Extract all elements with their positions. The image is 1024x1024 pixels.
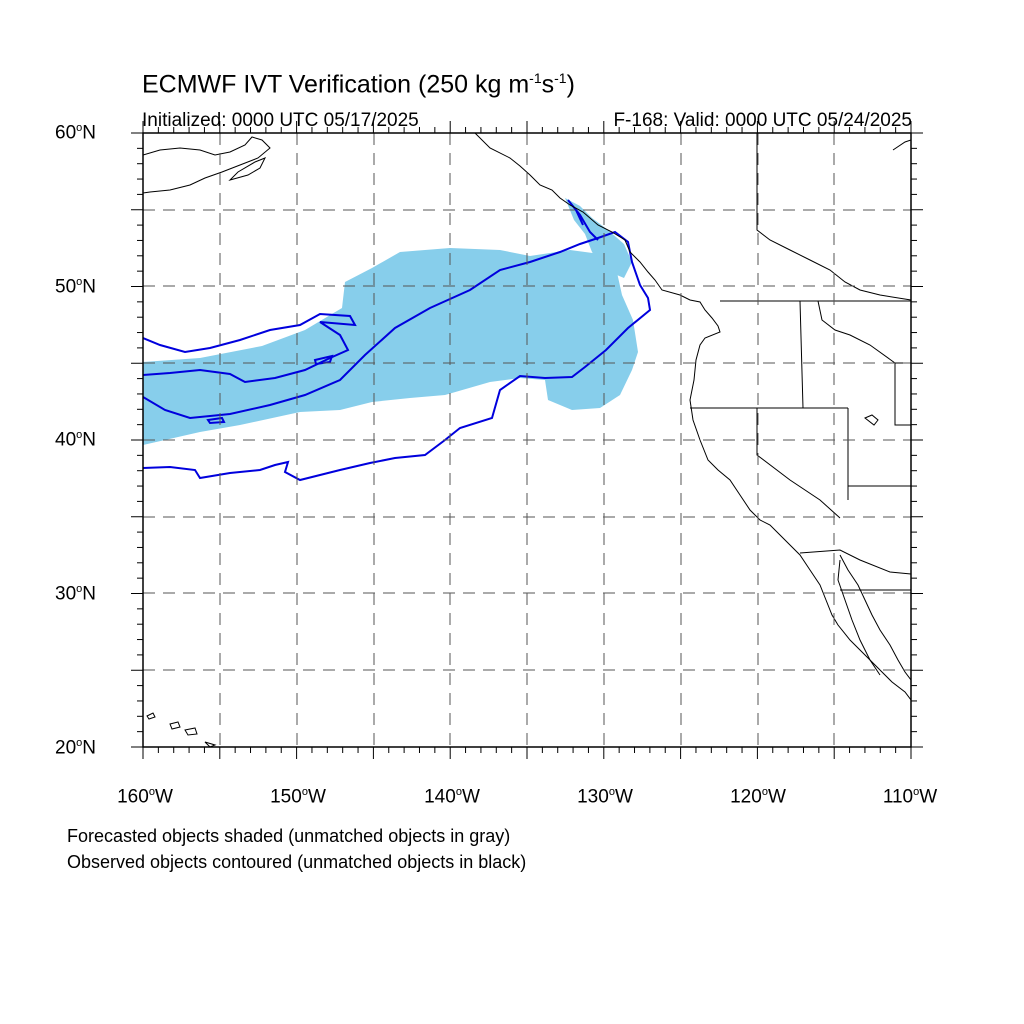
lat-label-40: 40oN [55, 429, 96, 451]
forecast-ivt-object [143, 248, 638, 445]
lat-label-50: 50oN [55, 276, 96, 298]
graticule [143, 133, 911, 747]
observed-ivt-contour-inner [143, 312, 357, 384]
lon-label-130w: 130oW [577, 786, 633, 808]
observed-ivt-contour [143, 230, 652, 482]
lat-label-60: 60oN [55, 122, 96, 144]
coastline-alaska [143, 136, 911, 194]
lon-label-120w: 120oW [730, 786, 786, 808]
coastline [474, 133, 911, 701]
observed-note: Observed objects contoured (unmatched ob… [67, 852, 527, 872]
lon-label-150w: 150oW [270, 786, 326, 808]
axis-ticks [131, 121, 923, 759]
observed-ivt-contour-small [206, 354, 334, 425]
coastline-islands [146, 157, 879, 747]
map-title: ECMWF IVT Verification (250 kg m-1s-1) [142, 70, 575, 99]
lon-label-140w: 140oW [424, 786, 480, 808]
lat-label-20: 20oN [55, 737, 96, 759]
initialized-time: Initialized: 0000 UTC 05/17/2025 [142, 110, 419, 131]
coastline-gulf-california [837, 554, 911, 681]
forecast-note: Forecasted objects shaded (unmatched obj… [67, 826, 511, 846]
lon-label-110w: 110oW [882, 786, 938, 808]
lat-label-30: 30oN [55, 583, 96, 605]
lon-label-160w: 160oW [117, 786, 173, 808]
state-borders [690, 133, 911, 591]
valid-time: F-168: Valid: 0000 UTC 05/24/2025 [613, 110, 912, 131]
